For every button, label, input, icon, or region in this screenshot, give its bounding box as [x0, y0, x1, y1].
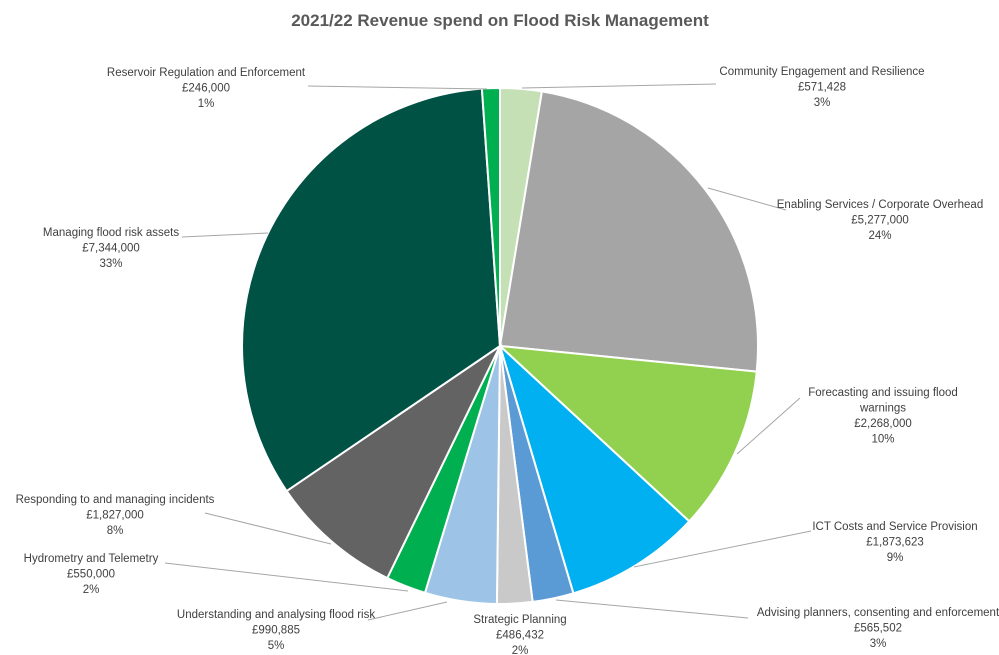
leader-line-reservoir-regulation-and-enforcement	[307, 85, 488, 90]
data-label-forecasting-and-issuing-flood-warnings: Forecasting and issuing flood warnings £2,…	[808, 387, 958, 446]
leader-line-responding-to-and-managing-incidents	[204, 512, 332, 545]
leader-line-community-engagement-and-resilience	[521, 83, 717, 89]
data-label-responding-to-and-managing-incidents: Responding to and managing incidents £1,8…	[16, 494, 215, 537]
data-label-reservoir-regulation-and-enforcement: Reservoir Regulation and Enforcement £246…	[107, 67, 306, 110]
slice-enabling-services-corporate-overhead	[498, 90, 759, 373]
data-label-strategic-planning: Strategic Planning £486,432 2%	[473, 614, 566, 655]
slice-responding-to-and-managing-incidents	[285, 343, 503, 580]
data-label-hydrometry-and-telemetry: Hydrometry and Telemetry £550,000 2%	[24, 553, 159, 596]
data-label-ict-costs-and-service-provision: ICT Costs and Service Provision £1,873,62…	[812, 521, 977, 564]
leader-line-advising-planners-consenting-and-enforcement	[555, 599, 749, 619]
chart-title: 2021/22 Revenue spend on Flood Risk Mana…	[291, 11, 709, 30]
data-label-managing-flood-risk-assets: Managing flood risk assets £7,344,000 33%	[43, 227, 179, 270]
leader-lines	[164, 83, 812, 621]
data-label-community-engagement-and-resilience: Community Engagement and Resilience £571,…	[719, 66, 924, 109]
data-label-understanding-and-analysing-flood-risk: Understanding and analysing flood risk £9…	[177, 609, 375, 652]
data-label-enabling-services-corporate-overhead: Enabling Services / Corporate Overhead £5…	[777, 199, 983, 242]
data-label-advising-planners-consenting-and-enforcement: Advising planners, consenting and enforc…	[757, 607, 999, 650]
leader-line-hydrometry-and-telemetry	[164, 562, 409, 592]
leader-line-forecasting-and-issuing-flood-warnings	[736, 397, 801, 455]
slice-forecasting-and-issuing-flood-warnings	[497, 344, 758, 523]
pie-slices	[241, 86, 759, 605]
leader-line-managing-flood-risk-assets	[181, 232, 269, 238]
data-labels: Community Engagement and Resilience £571,…	[16, 66, 999, 655]
leader-line-enabling-services-corporate-overhead	[707, 187, 787, 211]
leader-line-understanding-and-analysing-flood-risk	[367, 601, 448, 621]
leader-line-ict-costs-and-service-provision	[633, 530, 812, 568]
slice-ict-costs-and-service-provision	[498, 342, 691, 595]
